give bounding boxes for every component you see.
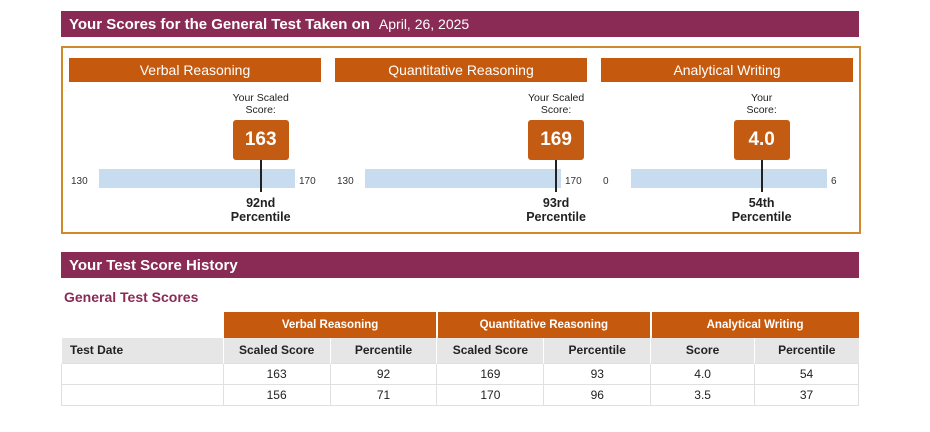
percentile: 93rd Percentile bbox=[511, 196, 601, 224]
cell-verbal-percentile: 92 bbox=[329, 362, 438, 385]
col-quant-scaled: Scaled Score bbox=[436, 338, 544, 363]
score-caption-line2: Score: bbox=[540, 104, 572, 116]
col-quant-percentile: Percentile bbox=[543, 338, 651, 363]
scale-max: 170 bbox=[299, 176, 316, 187]
score-scale-bar bbox=[365, 169, 561, 188]
history-subtitle: General Test Scores bbox=[64, 289, 199, 305]
panel-quantitative: Quantitative Reasoning Your Scaled Score… bbox=[335, 58, 587, 228]
score-caption: Your Scaled Score: bbox=[221, 92, 301, 116]
cell-verbal-scaled: 156 bbox=[222, 383, 331, 406]
group-header-row: Verbal Reasoning Quantitative Reasoning … bbox=[62, 312, 859, 338]
panel-title: Verbal Reasoning bbox=[69, 58, 321, 82]
cell-quant-scaled: 170 bbox=[436, 383, 545, 406]
score-scale-bar bbox=[631, 169, 827, 188]
scale-min: 130 bbox=[71, 176, 88, 187]
score-caption-line2: Score: bbox=[746, 104, 777, 116]
percentile-label: Percentile bbox=[731, 210, 792, 224]
score-caption-line2: Score: bbox=[245, 104, 276, 116]
score-pointer bbox=[259, 160, 262, 192]
cell-writing-percentile: 54 bbox=[754, 362, 859, 385]
cell-writing-score: 3.5 bbox=[650, 383, 756, 406]
panel-title: Analytical Writing bbox=[601, 58, 853, 82]
column-header-row: Test Date Scaled Score Percentile Scaled… bbox=[61, 338, 859, 363]
score-caption-line1: Your bbox=[751, 92, 773, 104]
percentile-label: Percentile bbox=[230, 210, 291, 224]
percentile: 54th Percentile bbox=[717, 196, 807, 224]
test-date: April, 26, 2025 bbox=[378, 16, 470, 32]
history-banner-title: Your Test Score History bbox=[69, 256, 238, 274]
cell-quant-scaled: 169 bbox=[436, 362, 545, 385]
percentile-label: Percentile bbox=[526, 210, 586, 224]
score-caption-line1: Your Scaled bbox=[527, 92, 585, 104]
scale-max: 170 bbox=[565, 176, 582, 187]
cell-verbal-scaled: 163 bbox=[222, 362, 331, 385]
col-test-date: Test Date bbox=[61, 338, 224, 363]
score-scale-bar bbox=[99, 169, 295, 188]
group-header-quant: Quantitative Reasoning bbox=[435, 312, 651, 338]
panel-title: Quantitative Reasoning bbox=[335, 58, 587, 82]
cell-writing-score: 4.0 bbox=[650, 362, 756, 385]
score-value: 163 bbox=[232, 120, 289, 160]
scores-banner: Your Scores for the General Test Taken o… bbox=[61, 11, 859, 37]
panel-verbal: Verbal Reasoning Your Scaled Score: 163 … bbox=[69, 58, 321, 228]
score-caption-line1: Your Scaled bbox=[232, 92, 289, 104]
percentile-rank: 92nd bbox=[246, 196, 276, 210]
history-banner: Your Test Score History bbox=[61, 252, 859, 278]
scale-max: 6 bbox=[831, 176, 837, 187]
scale-min: 130 bbox=[337, 176, 354, 187]
group-header-writing: Analytical Writing bbox=[649, 312, 859, 338]
score-caption: Your Scaled Score: bbox=[516, 92, 596, 116]
cell-verbal-percentile: 71 bbox=[329, 383, 438, 406]
col-writing-score: Score bbox=[650, 338, 755, 363]
cell-writing-percentile: 37 bbox=[754, 383, 859, 406]
table-row: 156 71 170 96 3.5 37 bbox=[61, 383, 859, 406]
col-writing-percentile: Percentile bbox=[754, 338, 859, 363]
cell-quant-percentile: 93 bbox=[543, 362, 652, 385]
panel-writing: Analytical Writing Your Score: 4.0 0 6 5… bbox=[601, 58, 853, 228]
col-verbal-scaled: Scaled Score bbox=[222, 338, 331, 363]
scores-banner-title: Your Scores for the General Test Taken o… bbox=[69, 15, 370, 33]
cell-test-date bbox=[61, 362, 224, 385]
score-caption: Your Score: bbox=[722, 92, 802, 116]
score-value: 169 bbox=[528, 120, 585, 160]
score-pointer bbox=[760, 160, 763, 192]
scale-min: 0 bbox=[603, 176, 609, 187]
table-row: 163 92 169 93 4.0 54 bbox=[61, 362, 859, 385]
cell-quant-percentile: 96 bbox=[543, 383, 652, 406]
scores-summary: Verbal Reasoning Your Scaled Score: 163 … bbox=[61, 46, 861, 234]
score-value: 4.0 bbox=[733, 120, 790, 160]
percentile-rank: 54th bbox=[748, 196, 775, 210]
group-header-blank bbox=[62, 312, 224, 338]
percentile: 92nd Percentile bbox=[216, 196, 306, 224]
history-table: Verbal Reasoning Quantitative Reasoning … bbox=[61, 312, 859, 406]
score-pointer bbox=[555, 160, 558, 192]
cell-test-date bbox=[61, 383, 224, 406]
percentile-rank: 93rd bbox=[542, 196, 570, 210]
col-verbal-percentile: Percentile bbox=[329, 338, 437, 363]
group-header-verbal: Verbal Reasoning bbox=[222, 312, 437, 338]
